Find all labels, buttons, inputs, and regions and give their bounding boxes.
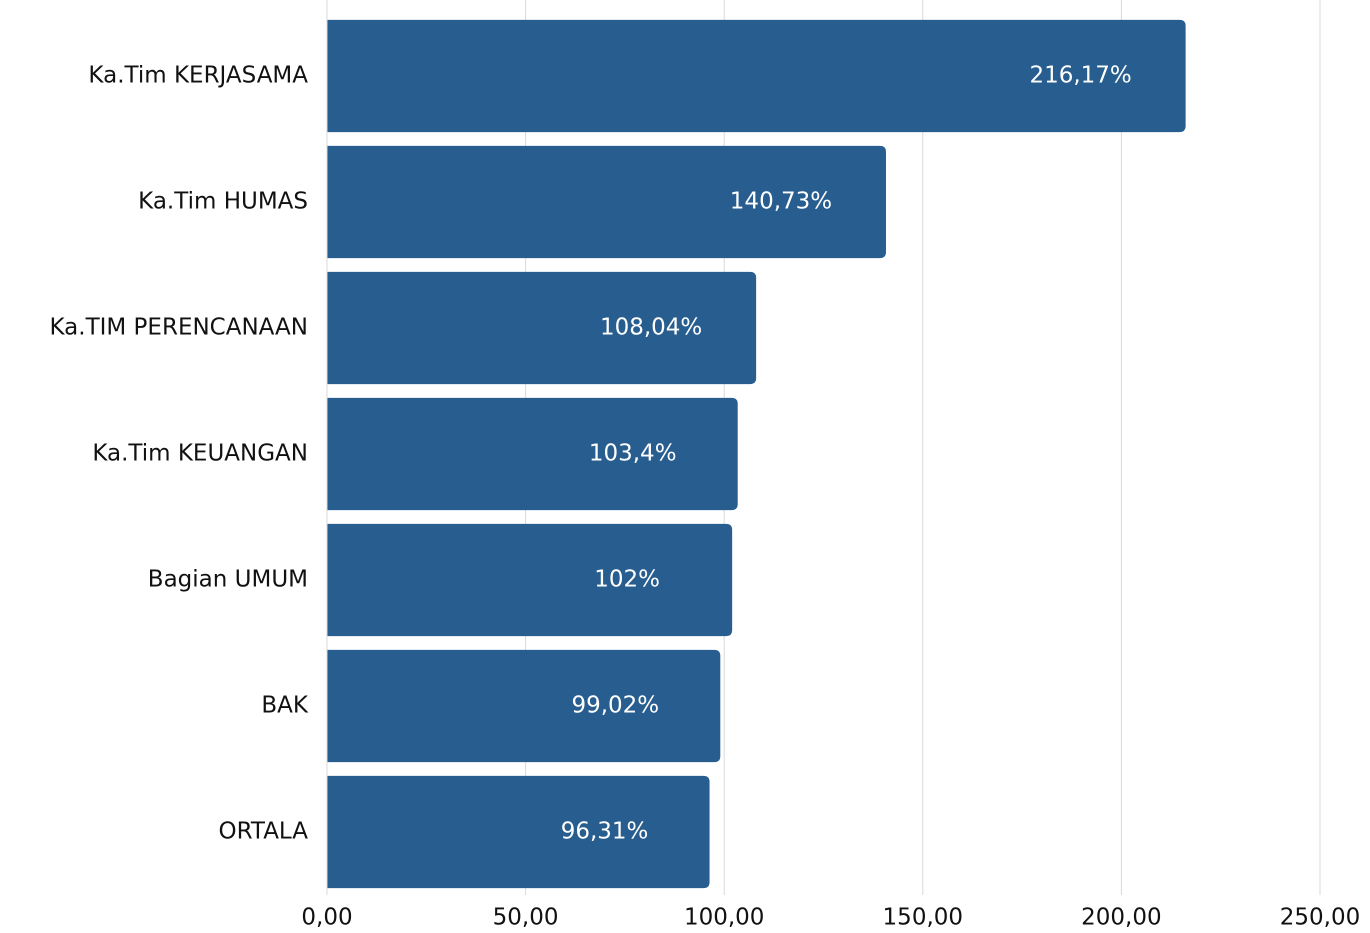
bar (327, 19, 1186, 133)
y-tick-label: Ka.Tim KEUANGAN (92, 441, 308, 467)
y-tick-label: ORTALA (219, 819, 309, 845)
value-label: 108,04% (600, 315, 702, 341)
value-label: 216,17% (1029, 63, 1131, 89)
bar (327, 775, 710, 889)
x-tick-label: 50,00 (493, 905, 559, 931)
value-label: 103,4% (589, 441, 677, 467)
y-tick-label: BAK (261, 693, 309, 719)
x-tick-label: 200,00 (1081, 905, 1161, 931)
bar (327, 523, 733, 637)
x-tick-label: 0,00 (301, 905, 352, 931)
bar (327, 397, 738, 511)
bar (327, 145, 886, 259)
value-label: 96,31% (561, 819, 649, 845)
y-tick-label: Bagian UMUM (148, 567, 308, 593)
y-tick-label: Ka.Tim HUMAS (138, 189, 308, 215)
x-tick-label: 100,00 (684, 905, 764, 931)
value-label: 140,73% (730, 189, 832, 215)
bar (327, 271, 757, 385)
value-label: 99,02% (571, 693, 659, 719)
y-tick-label: Ka.Tim KERJASAMA (88, 63, 308, 89)
x-tick-label: 250,00 (1280, 905, 1360, 931)
value-label: 102% (594, 567, 660, 593)
x-tick-label: 150,00 (883, 905, 963, 931)
y-tick-label: Ka.TIM PERENCANAAN (49, 315, 308, 341)
bar (327, 649, 721, 763)
